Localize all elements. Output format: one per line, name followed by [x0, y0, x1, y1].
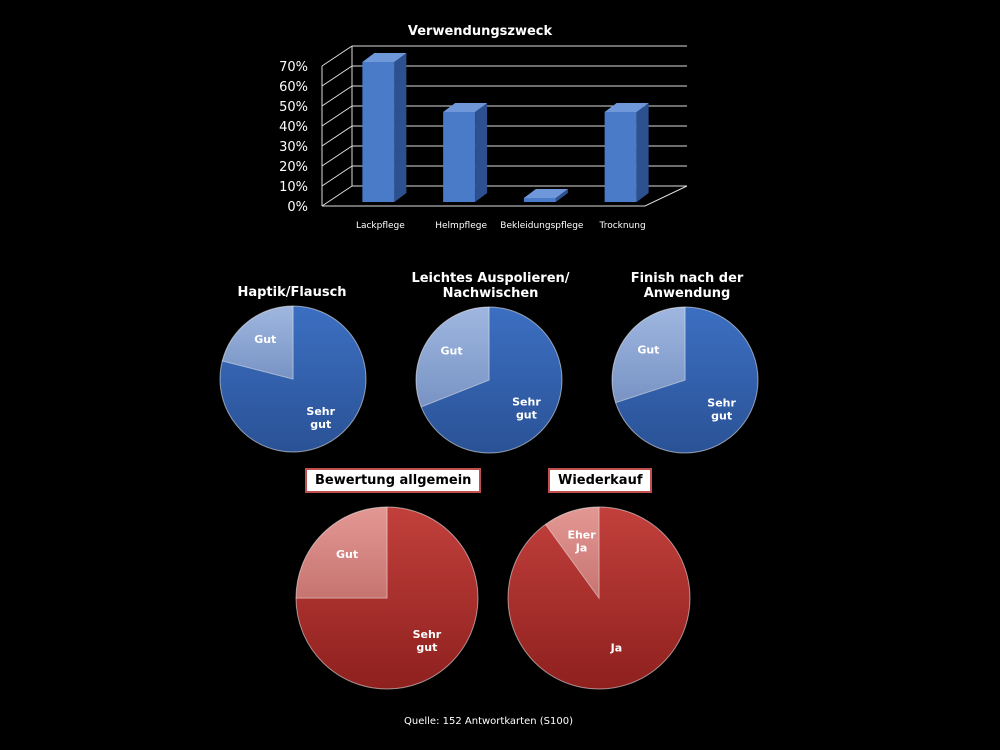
floor-edge [322, 185, 688, 207]
bar [443, 112, 476, 202]
x-tick-label: Trocknung [599, 221, 646, 231]
x-tick-label: Helmpflege [435, 221, 487, 231]
y-tick-label: 70% [279, 60, 308, 75]
grid-slant [321, 145, 353, 167]
y-tick-label: 20% [279, 160, 308, 175]
pie-title-bewertung: Bewertung allgemein [305, 468, 482, 493]
bar-top [604, 103, 649, 112]
pie-label: Sehr gut [707, 397, 736, 423]
pie-label: Gut [637, 343, 659, 356]
pie-label: Eher Ja [567, 528, 596, 554]
grid-slant [321, 105, 353, 127]
grid-slant [321, 65, 353, 87]
pie-label: Sehr gut [512, 395, 541, 421]
pie-slice [415, 306, 490, 408]
bar-side [555, 189, 568, 202]
pie-outline [415, 306, 563, 454]
pie-slice [420, 306, 563, 454]
pie-outline [295, 506, 479, 690]
pie-slice [614, 306, 759, 454]
pie-slice [544, 506, 600, 600]
pie-label: Ja [610, 642, 623, 655]
y-tick-label: 30% [279, 140, 308, 155]
bar-side [636, 103, 649, 202]
bar-top [443, 103, 488, 112]
pie-outline [611, 306, 759, 454]
bar-chart: 0% 10% 20% 30% 40% 50% 60% 70% Lackpflege Helmpfl… [279, 45, 688, 231]
y-tick-label: 40% [279, 120, 308, 135]
pie-label: Gut [336, 548, 358, 561]
x-tick-label: Lackpflege [356, 221, 405, 231]
y-tick-label: 10% [279, 180, 308, 195]
pie-label: Gut [441, 345, 463, 358]
pie-outline [507, 506, 691, 690]
source-note: Quelle: 152 Antwortkarten (S100) [404, 716, 573, 727]
bar-top [523, 189, 568, 198]
pie-title-wiederkauf: Wiederkauf [548, 468, 653, 493]
pie-slice [507, 506, 691, 690]
y-tick-label: 60% [279, 80, 308, 95]
pie-title-haptik: Haptik/Flausch [237, 285, 347, 300]
grid-slant [321, 165, 353, 187]
y-tick-label: 50% [279, 100, 308, 115]
pie-label: Gut [254, 333, 276, 346]
bar [362, 62, 395, 202]
grid-slant [321, 45, 353, 67]
bar [604, 112, 637, 202]
pie-title-finish: Finish nach der Anwendung [630, 271, 744, 301]
bar-side [394, 53, 407, 202]
pie-slice [611, 306, 686, 404]
x-tick-label: Bekleidungspflege [500, 221, 584, 231]
y-tick-label: 0% [287, 200, 308, 215]
grid-slant [321, 125, 353, 147]
pie-label: Sehr gut [413, 628, 442, 654]
bar-chart-title: Verwendungszweck [407, 24, 553, 39]
pie-slice [219, 305, 367, 453]
pie-title-auspolieren: Leichtes Auspolieren/ Nachwischen [411, 271, 570, 301]
pie-slice [295, 506, 388, 599]
pie-slice [221, 305, 294, 380]
bar-top [362, 53, 407, 62]
pie-label: Sehr gut [306, 405, 335, 431]
bar-side [475, 103, 488, 202]
pie-outline [219, 305, 367, 453]
bar [523, 198, 556, 202]
grid-slant [321, 85, 353, 107]
grid-slant [321, 185, 353, 207]
